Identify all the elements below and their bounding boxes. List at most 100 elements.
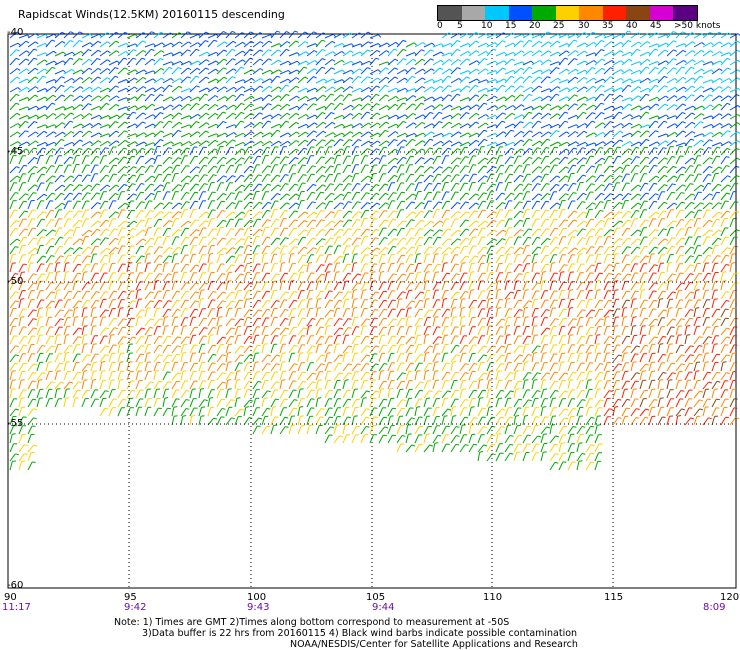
wind-barb	[360, 247, 368, 255]
wind-barb-tick	[671, 191, 676, 194]
wind-barb-tick	[448, 85, 452, 88]
wind-barb	[90, 86, 99, 93]
wind-barb	[306, 165, 313, 174]
wind-barb	[432, 59, 441, 66]
wind-barb	[162, 255, 169, 264]
wind-barb-tick	[689, 281, 694, 284]
wind-barb-tick	[556, 175, 561, 178]
wind-barb-tick	[17, 141, 21, 145]
wind-barb	[612, 238, 620, 246]
wind-barb	[108, 290, 114, 300]
wind-barb	[162, 211, 170, 219]
wind-barb-tick	[707, 272, 712, 275]
wind-barb	[162, 202, 170, 210]
wind-barb	[252, 49, 261, 57]
wind-barb-tick	[475, 220, 480, 223]
wind-barb	[477, 165, 485, 174]
wind-barb	[666, 291, 673, 300]
wind-barb	[288, 193, 297, 201]
wind-barb-tick	[242, 50, 246, 54]
wind-barb-tick	[608, 155, 613, 158]
wind-barb	[63, 237, 70, 246]
wind-barb-tick	[313, 247, 317, 250]
wind-barb	[648, 237, 655, 246]
wind-barb	[711, 68, 720, 75]
wind-barb-tick	[176, 164, 181, 167]
wind-barb-tick	[26, 78, 31, 82]
wind-barb	[108, 67, 116, 75]
wind-barb-tick	[533, 262, 538, 264]
wind-barb-tick	[125, 43, 130, 47]
wind-barb	[279, 210, 286, 219]
wind-barb-tick	[545, 200, 550, 203]
wind-barb-tick	[690, 291, 695, 294]
wind-barb-tick	[43, 193, 48, 197]
wind-barb-tick	[194, 155, 199, 158]
wind-barb-tick	[394, 157, 399, 161]
wind-barb	[603, 290, 609, 300]
wind-barb	[126, 220, 135, 228]
wind-barb-tick	[152, 132, 156, 136]
wind-barb	[216, 96, 226, 102]
wind-barb-tick	[60, 192, 65, 196]
wind-barb-tick	[394, 67, 399, 70]
wind-barb	[603, 156, 610, 165]
wind-barb	[63, 57, 71, 66]
wind-barb-tick	[509, 173, 514, 176]
wind-barb	[468, 139, 477, 147]
wind-barb-tick	[402, 39, 407, 43]
wind-barb-tick	[188, 61, 193, 65]
wind-barb	[9, 300, 16, 309]
wind-barb	[234, 66, 242, 75]
wind-barb	[243, 254, 248, 264]
wind-barb	[729, 140, 738, 147]
wind-barb-tick	[547, 193, 551, 196]
wind-barb-tick	[204, 156, 209, 159]
wind-barb	[540, 147, 547, 156]
wind-barb-tick	[654, 120, 659, 123]
wind-barb	[342, 299, 346, 309]
wind-barb-tick	[663, 246, 668, 250]
wind-barb	[603, 140, 612, 147]
wind-barb	[324, 122, 333, 129]
wind-barb	[189, 300, 196, 309]
wind-barb-tick	[394, 76, 399, 80]
wind-barb	[648, 85, 656, 93]
wind-barb-tick	[35, 140, 39, 144]
wind-barb	[207, 281, 212, 291]
wind-barb-tick	[60, 255, 64, 258]
wind-barb-tick	[350, 104, 354, 108]
wind-barb-tick	[161, 42, 165, 46]
wind-barb-tick	[411, 246, 416, 249]
wind-barb-tick	[725, 200, 729, 202]
wind-barb-tick	[231, 291, 236, 294]
wind-barb	[162, 52, 172, 57]
wind-barb	[243, 209, 250, 219]
wind-barb	[234, 157, 242, 165]
wind-barb-tick	[566, 68, 570, 72]
wind-barb-tick	[627, 192, 632, 196]
wind-barb-tick	[728, 32, 732, 36]
wind-barb-tick	[205, 103, 210, 107]
wind-barb	[567, 103, 575, 111]
wind-barb	[540, 76, 548, 84]
wind-barb	[603, 59, 612, 66]
wind-barb	[414, 202, 422, 210]
wind-barb	[189, 155, 196, 165]
wind-barb-tick	[716, 218, 720, 221]
wind-barb-tick	[437, 173, 442, 176]
wind-barb	[414, 182, 419, 192]
wind-barb-tick	[295, 238, 299, 241]
wind-barb	[387, 228, 395, 237]
wind-barb	[189, 174, 197, 183]
wind-barb	[378, 121, 387, 129]
wind-barb	[558, 166, 566, 174]
wind-barb	[423, 105, 433, 111]
wind-barb	[567, 263, 573, 273]
wind-barb	[495, 155, 500, 165]
wind-barb-tick	[484, 58, 488, 61]
wind-barb-tick	[402, 273, 407, 276]
wind-barb-tick	[717, 237, 722, 240]
wind-barb	[252, 121, 261, 129]
wind-barb	[45, 79, 55, 84]
